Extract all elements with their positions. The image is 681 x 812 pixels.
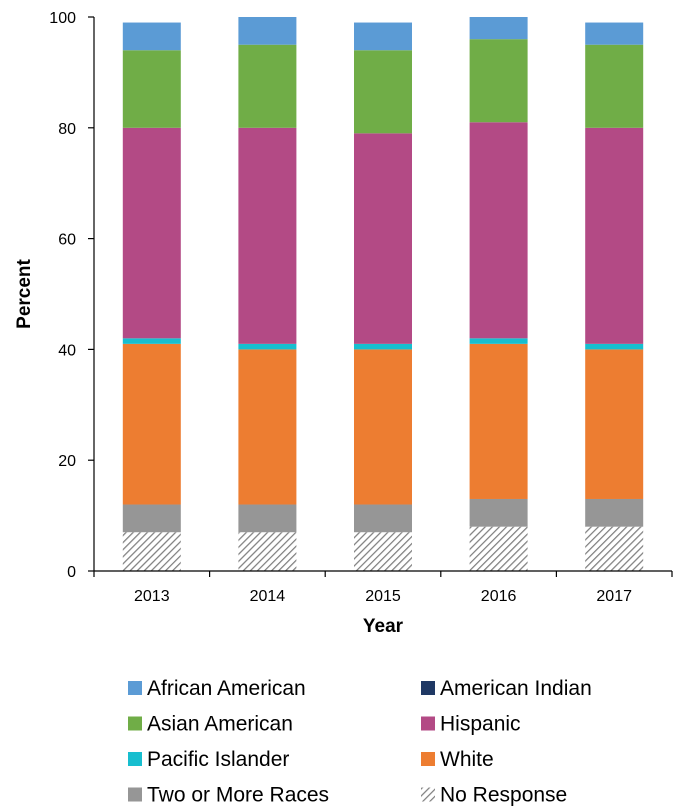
- legend: African American American Indian Asian Ame…: [128, 677, 592, 807]
- bar-asian_american-2017: [585, 44, 644, 128]
- y-tick-label: 60: [58, 232, 76, 249]
- y-tick-label: 80: [58, 121, 76, 138]
- bars-group: [122, 17, 644, 571]
- legend-label-asian_american: Asian American: [147, 713, 293, 736]
- x-tick-label: 2015: [365, 588, 401, 605]
- bar-pacific_islander-2015: [354, 343, 412, 350]
- legend-swatch-american_indian: [421, 681, 435, 695]
- bar-pacific_islander-2017: [585, 343, 644, 350]
- y-tick-label: 40: [58, 342, 76, 359]
- bar-no_response-2016: [469, 526, 528, 571]
- x-tick-label: 2013: [134, 588, 170, 605]
- bar-no_response-2013: [122, 532, 181, 571]
- bar-white-2013: [122, 343, 181, 505]
- bar-hispanic-2013: [122, 127, 181, 339]
- legend-swatch-two_or_more: [128, 787, 142, 802]
- x-tick-label: 2017: [596, 588, 632, 605]
- bar-hispanic-2015: [354, 133, 412, 344]
- y-tick-label: 100: [49, 10, 76, 27]
- y-tick-label: 0: [67, 564, 76, 581]
- legend-label-pacific_islander: Pacific Islander: [147, 748, 289, 771]
- y-axis-label: Percent: [14, 258, 35, 328]
- legend-label-hispanic: Hispanic: [440, 713, 521, 736]
- bar-white-2014: [238, 349, 297, 505]
- bar-hispanic-2014: [238, 127, 297, 344]
- bar-no_response-2015: [354, 532, 412, 571]
- bar-asian_american-2013: [122, 50, 181, 128]
- bar-white-2015: [354, 349, 412, 505]
- ticks-group: 2013 2014 2015 2016 2017 0 20 40 60 80 100: [49, 10, 632, 605]
- axes-group: [88, 16, 673, 577]
- bar-asian_american-2014: [238, 44, 297, 128]
- legend-label-white: White: [440, 748, 494, 771]
- bar-pacific_islander-2016: [469, 338, 528, 344]
- bar-pacific_islander-2013: [122, 338, 181, 344]
- legend-label-african_american: African American: [147, 677, 306, 700]
- x-tick-label: 2016: [481, 588, 517, 605]
- bar-african_american-2016: [469, 17, 528, 40]
- bar-african_american-2013: [122, 22, 181, 51]
- bar-no_response-2014: [238, 532, 297, 571]
- bar-white-2016: [469, 343, 528, 499]
- legend-swatch-pacific_islander: [128, 752, 142, 766]
- legend-swatch-hispanic: [421, 716, 435, 731]
- bar-white-2017: [585, 349, 644, 499]
- bar-hispanic-2017: [585, 127, 644, 344]
- bar-two_or_more-2014: [238, 504, 297, 533]
- x-axis-label: Year: [363, 616, 404, 637]
- bar-african_american-2014: [238, 17, 297, 45]
- bar-two_or_more-2013: [122, 504, 181, 533]
- legend-label-no_response: No Response: [440, 784, 567, 807]
- bar-two_or_more-2017: [585, 498, 644, 527]
- legend-swatch-asian_american: [128, 716, 142, 731]
- bar-no_response-2017: [585, 526, 644, 571]
- legend-swatch-african_american: [128, 681, 142, 695]
- bar-asian_american-2016: [469, 39, 528, 123]
- bar-african_american-2017: [585, 22, 644, 45]
- x-tick-label: 2014: [250, 588, 286, 605]
- bar-pacific_islander-2014: [238, 343, 297, 350]
- bar-hispanic-2016: [469, 122, 528, 339]
- legend-swatch-no_response: [421, 787, 435, 802]
- bar-african_american-2015: [354, 22, 412, 51]
- bar-two_or_more-2016: [469, 498, 528, 527]
- legend-label-two_or_more: Two or More Races: [147, 784, 329, 807]
- bar-two_or_more-2015: [354, 504, 412, 533]
- bar-asian_american-2015: [354, 50, 412, 134]
- legend-label-american_indian: American Indian: [440, 677, 592, 700]
- legend-swatch-white: [421, 752, 435, 766]
- y-tick-label: 20: [58, 453, 76, 470]
